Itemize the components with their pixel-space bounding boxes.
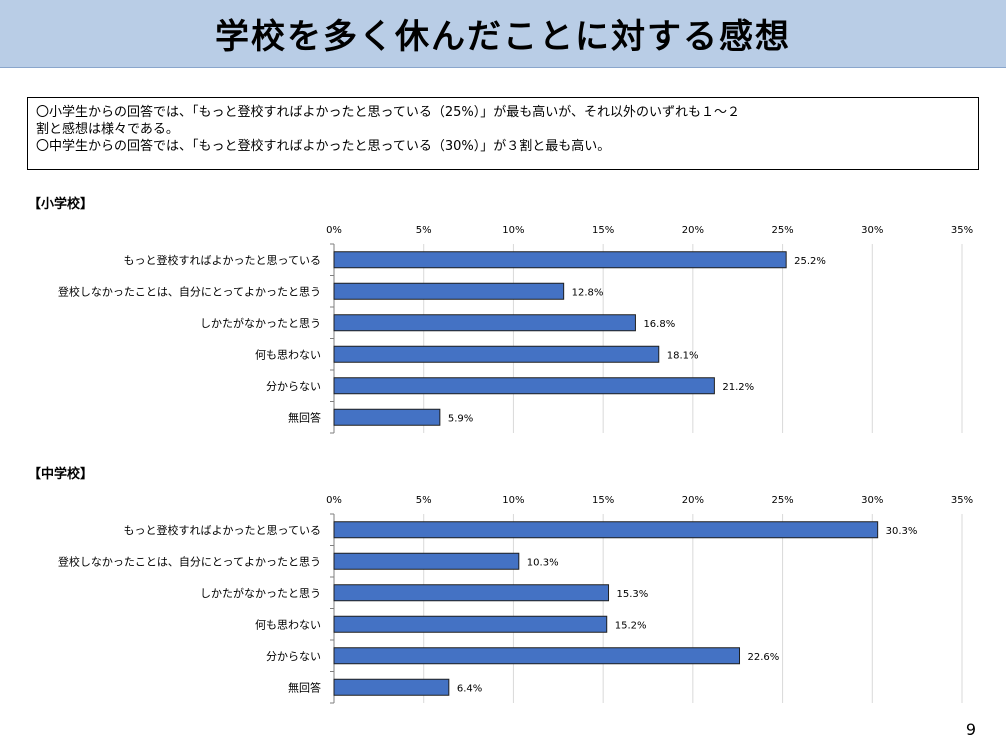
junior-high-section-label: 【中学校】 xyxy=(28,467,94,482)
category-label: 無回答 xyxy=(288,410,321,424)
tick-label: 0% xyxy=(326,495,342,506)
data-label: 6.4% xyxy=(457,683,482,694)
tick-label: 35% xyxy=(951,225,973,236)
category-label: 無回答 xyxy=(288,680,321,694)
category-label: 登校しなかったことは、自分にとってよかったと思う xyxy=(58,284,321,298)
summary-box: 〇小学生からの回答では、「もっと登校すればよかったと思っている（25%）」が最も… xyxy=(27,97,979,170)
data-label: 30.3% xyxy=(886,526,918,537)
summary-line: 〇小学生からの回答では、「もっと登校すればよかったと思っている（25%）」が最も… xyxy=(36,105,740,120)
tick-label: 25% xyxy=(771,225,793,236)
summary-line: 割と感想は様々である。 xyxy=(36,122,179,137)
data-label: 16.8% xyxy=(643,319,675,330)
title-banner: 学校を多く休んだことに対する感想 xyxy=(0,0,1006,68)
data-label: 5.9% xyxy=(448,413,473,424)
tick-label: 35% xyxy=(951,495,973,506)
bar xyxy=(333,345,660,363)
tick-label: 15% xyxy=(592,495,614,506)
category-label: しかたがなかったと思う xyxy=(200,586,321,600)
category-label: 何も思わない xyxy=(255,618,321,631)
bar xyxy=(333,678,450,696)
tick-label: 20% xyxy=(682,495,704,506)
page-title: 学校を多く休んだことに対する感想 xyxy=(215,17,791,57)
data-label: 15.2% xyxy=(615,620,647,631)
bar xyxy=(333,282,565,300)
category-label: 分からない xyxy=(266,650,321,663)
tick-label: 5% xyxy=(416,495,432,506)
category-label: もっと登校すればよかったと思っている xyxy=(124,253,321,267)
tick-label: 15% xyxy=(592,225,614,236)
bar xyxy=(333,521,879,539)
tick-label: 30% xyxy=(861,495,883,506)
data-label: 25.2% xyxy=(794,256,826,267)
tick-label: 0% xyxy=(326,225,342,236)
tick-label: 20% xyxy=(682,225,704,236)
bar xyxy=(333,251,787,269)
data-label: 18.1% xyxy=(667,350,699,361)
data-label: 15.3% xyxy=(617,589,649,600)
bar xyxy=(333,377,715,395)
summary-line: 〇中学生からの回答では、「もっと登校すればよかったと思っている（30%）」が３割… xyxy=(36,139,611,154)
data-label: 22.6% xyxy=(748,652,780,663)
bar xyxy=(333,647,741,665)
data-label: 10.3% xyxy=(527,557,559,568)
tick-label: 10% xyxy=(502,495,524,506)
tick-label: 5% xyxy=(416,225,432,236)
elementary-section-label: 【小学校】 xyxy=(28,197,94,212)
tick-label: 25% xyxy=(771,495,793,506)
bar xyxy=(333,408,441,426)
tick-label: 10% xyxy=(502,225,524,236)
bar xyxy=(333,552,520,570)
category-label: しかたがなかったと思う xyxy=(200,316,321,330)
junior-high-chart: 0% 5% 10% 15% 20% 25% 30% 35% もっと登校すればよかったと思っている… xyxy=(58,495,973,704)
bar xyxy=(333,584,610,602)
data-label: 12.8% xyxy=(572,287,604,298)
category-label: もっと登校すればよかったと思っている xyxy=(124,523,321,537)
bar xyxy=(333,615,608,633)
bar xyxy=(333,314,636,332)
category-label: 登校しなかったことは、自分にとってよかったと思う xyxy=(58,554,321,568)
page-number: 9 xyxy=(965,720,976,739)
category-label: 何も思わない xyxy=(255,348,321,361)
category-label: 分からない xyxy=(266,380,321,393)
tick-label: 30% xyxy=(861,225,883,236)
elementary-chart: 0% 5% 10% 15% 20% 25% 30% 35% もっと登校すればよかったと思っている… xyxy=(58,225,973,434)
data-label: 21.2% xyxy=(722,382,754,393)
